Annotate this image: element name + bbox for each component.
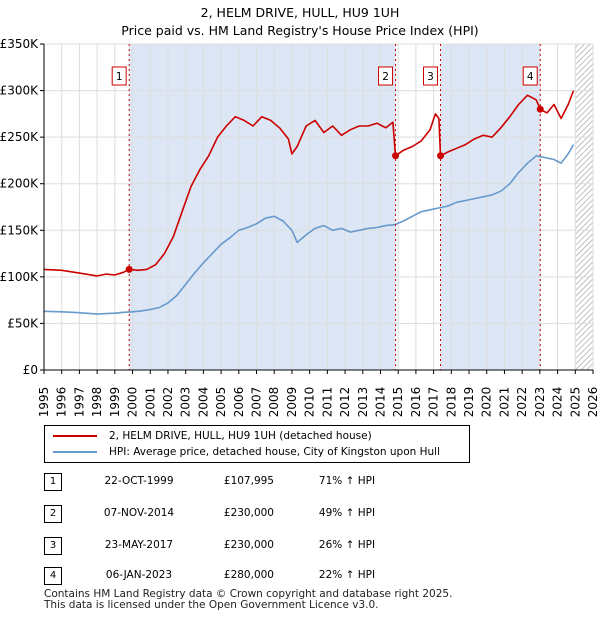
x-tick-label: 2020 [480,387,494,418]
x-tick-label: 2013 [356,387,370,418]
marker-3-point [437,152,445,160]
transaction-hpi: 26% ↑ HPI [318,539,376,551]
transaction-hpi: 71% ↑ HPI [318,475,376,487]
y-tick-label: £300K [0,84,39,98]
marker-4-point [536,105,544,113]
transaction-date: 22-OCT-1999 [104,475,174,487]
legend-item-property: 2, HELM DRIVE, HULL, HU9 1UH (detached h… [53,428,372,444]
x-tick-label: 1997 [72,387,86,418]
transaction-price: £230,000 [223,507,274,519]
x-tick-label: 2022 [515,387,529,418]
marker-1-point [125,265,133,273]
x-tick-label: 2023 [533,387,547,418]
transaction-date: 06-JAN-2023 [105,569,173,581]
transaction-markers: 1 2 3 4 [111,44,544,370]
x-tick-label: 2000 [126,387,140,418]
transaction-date: 23-MAY-2017 [104,539,174,551]
x-tick-label: 2001 [143,387,157,418]
marker-1-label: 1 [116,71,123,83]
marker-2-label: 2 [382,71,389,83]
legend-item-hpi: HPI: Average price, detached house, City… [53,444,440,460]
transaction-row: 4 06-JAN-2023 £280,000 22% ↑ HPI [44,567,464,585]
transaction-row: 2 07-NOV-2014 £230,000 49% ↑ HPI [44,505,464,523]
x-tick-label: 2010 [303,387,317,418]
marker-3-box [423,66,439,86]
x-tick-label: 2017 [427,387,441,418]
x-tick-label: 2002 [161,387,175,418]
footer-copyright: Contains HM Land Registry data © Crown c… [44,588,453,600]
x-tick-label: 2009 [285,387,299,418]
plot-background [129,44,593,370]
transaction-price: £230,000 [223,539,274,551]
hpi-line [43,144,575,315]
transaction-price: £280,000 [223,569,274,581]
transaction-row: 1 22-OCT-1999 £107,995 71% ↑ HPI [44,473,464,491]
transaction-hpi: 49% ↑ HPI [318,507,376,519]
y-tick-label: £200K [0,177,39,191]
marker-2-point [392,152,400,160]
x-tick-label: 2019 [462,387,476,418]
y-tick-label: £50K [7,316,39,330]
y-tick-label: £350K [0,37,39,51]
x-tick-label: 2018 [444,387,458,418]
price-chart: 2, HELM DRIVE, HULL, HU9 1UH Price paid … [0,5,600,417]
transaction-number: 1 [44,473,62,491]
ownership-shade [129,44,396,370]
legend-swatch-property [53,435,97,437]
transaction-row: 3 23-MAY-2017 £230,000 26% ↑ HPI [44,537,464,555]
forecast-hatch [575,44,593,370]
x-tick-label: 2025 [568,387,582,418]
x-tick-label: 1998 [90,387,104,418]
x-tick-label: 2011 [320,387,334,418]
x-tick-label: 2004 [196,387,210,418]
transaction-date: 07-NOV-2014 [103,507,175,519]
x-tick-label: 2024 [551,387,565,418]
x-tick-label: 2008 [267,387,281,418]
series-lines [43,90,575,315]
x-tick-label: 2026 [586,387,600,418]
legend-label-property: 2, HELM DRIVE, HULL, HU9 1UH (detached h… [109,430,372,442]
y-tick-label: £250K [0,130,39,144]
transaction-number: 4 [44,567,62,585]
legend-swatch-hpi [53,451,97,453]
grid-lines [43,43,594,371]
y-tick-label: £0 [23,363,38,377]
x-tick-label: 2012 [338,387,352,418]
property-price-line [43,90,575,277]
marker-4-box [522,66,538,86]
ownership-shade [440,44,541,370]
x-tick-label: 1995 [37,387,51,418]
chart-subtitle: Price paid vs. HM Land Registry's House … [121,23,478,38]
transaction-number: 2 [44,505,62,523]
x-tick-label: 2007 [250,387,264,418]
legend-label-hpi: HPI: Average price, detached house, City… [109,446,440,458]
y-tick-label: £150K [0,223,39,237]
x-tick-label: 2014 [373,387,387,418]
footer-licence: This data is licensed under the Open Gov… [44,599,379,611]
marker-4-label: 4 [527,71,534,83]
chart-title: 2, HELM DRIVE, HULL, HU9 1UH [201,5,400,20]
legend: 2, HELM DRIVE, HULL, HU9 1UH (detached h… [44,425,470,463]
marker-3-label: 3 [427,71,434,83]
x-tick-label: 1996 [55,387,69,418]
x-tick-label: 2003 [179,387,193,418]
x-tick-label: 2016 [409,387,423,418]
y-tick-label: £100K [0,270,39,284]
x-tick-label: 2021 [497,387,511,418]
x-tick-label: 2006 [232,387,246,418]
footer: Contains HM Land Registry data © Crown c… [44,589,452,611]
transaction-number: 3 [44,537,62,555]
x-tick-label: 1999 [108,387,122,418]
transaction-price: £107,995 [223,475,274,487]
axes: £0 £50K £100K £150K £200K £250K £300K £350K 1995… [0,37,600,417]
transaction-hpi: 22% ↑ HPI [318,569,376,581]
marker-2-box [378,66,394,86]
x-tick-label: 2015 [391,387,405,418]
marker-1-box [111,66,127,86]
x-tick-label: 2005 [214,387,228,418]
